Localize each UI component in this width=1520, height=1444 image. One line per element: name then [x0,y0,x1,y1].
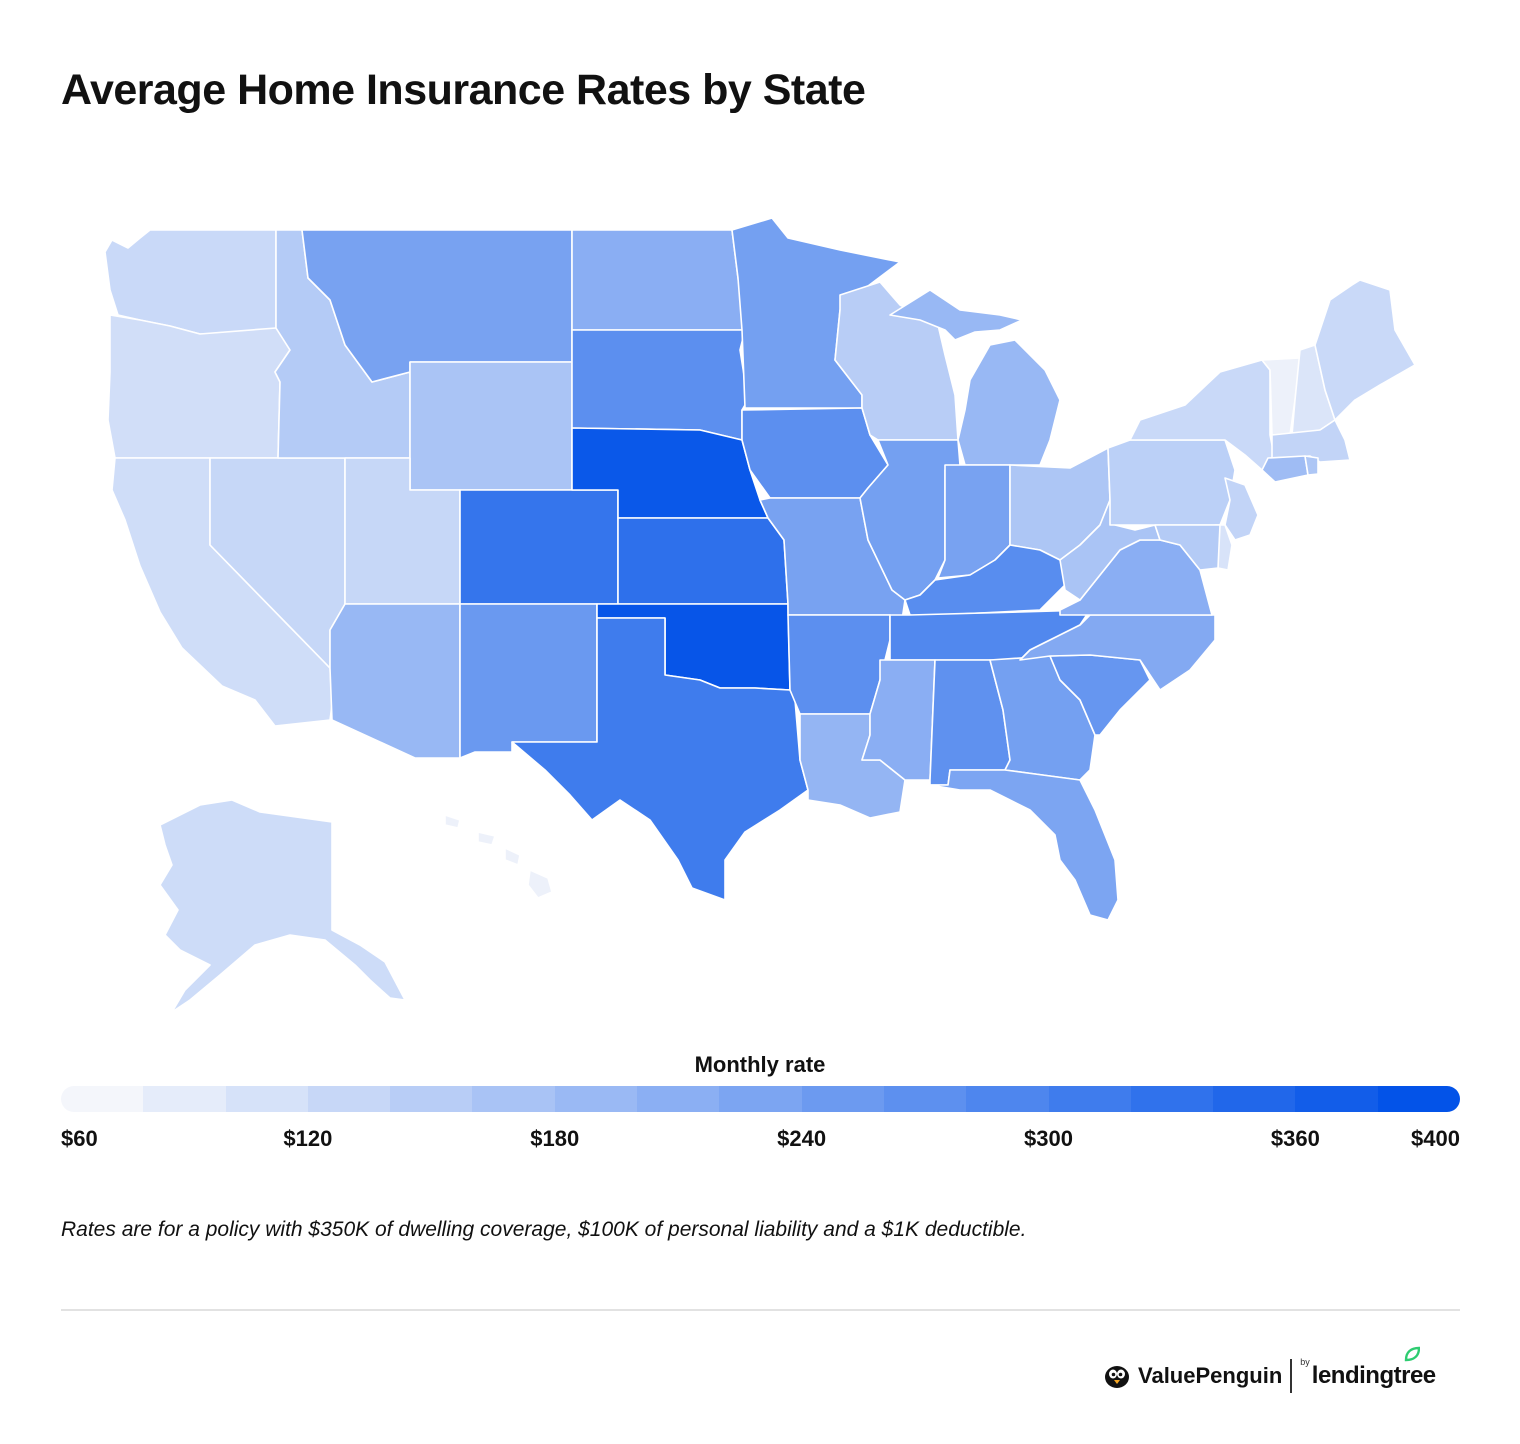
legend-step [637,1086,720,1112]
legend-step [966,1086,1049,1112]
legend-tick-label: $120 [283,1126,333,1151]
legend-step [801,1086,884,1112]
legend-tick-label: $360 [1270,1126,1320,1151]
state-ct [1261,455,1309,483]
legend-step [143,1086,226,1112]
legend-tick-label: $60 [61,1126,98,1151]
footnote: Rates are for a policy with $350K of dwe… [61,1218,1027,1241]
legend-step [390,1086,473,1112]
legend-color-scale [61,1086,1460,1112]
state-ak [159,799,406,1013]
legend-step [1295,1086,1378,1112]
state-tx [511,617,809,901]
legend-step [307,1086,391,1112]
state-or [107,314,291,459]
legend-tick-label: $400 [1411,1126,1460,1151]
state-nd [571,229,746,331]
state-mi [889,289,1061,466]
legend-ticks: $60 $120 $180 $240 $300 $360 $400 [61,1126,1460,1156]
partner-label: lendingtree [1311,1362,1436,1389]
state-pa [1107,439,1236,526]
state-hi [444,814,553,899]
brand-name: ValuePenguin [1138,1363,1283,1388]
state-ri [1304,455,1319,476]
page-title: Average Home Insurance Rates by State [61,66,866,114]
legend-step [61,1086,144,1112]
state-ny [1129,359,1276,471]
legend-step [1130,1086,1214,1112]
legend-title: Monthly rate [694,1052,826,1077]
leaf-icon [1404,1346,1420,1362]
state-ks [617,517,789,605]
state-md [1154,524,1221,571]
legend-step [1213,1086,1296,1112]
us-choropleth-map [104,217,1416,1013]
divider [61,1309,1460,1311]
state-sd [571,329,749,441]
state-az [329,603,461,759]
state-fl [929,769,1119,921]
legend-step [1377,1086,1460,1112]
state-me [1314,279,1416,421]
penguin-icon [1105,1366,1129,1388]
partner-name: lendingtree [1311,1346,1436,1390]
legend-tick-label: $180 [530,1126,580,1151]
state-nj [1224,477,1259,541]
state-co [459,489,619,605]
brand-separator [1290,1359,1293,1393]
legend-step [883,1086,967,1112]
legend-step [719,1086,802,1112]
state-nc [1019,614,1216,691]
legend-step [225,1086,308,1112]
legend-tick-label: $240 [777,1126,827,1151]
brand-by: by [1300,1357,1310,1367]
legend-step [554,1086,638,1112]
state-nm [459,603,598,759]
state-wy [409,361,573,491]
legend-step [472,1086,555,1112]
legend-step [1048,1086,1131,1112]
brand-logo: ValuePenguin by lendingtree [1104,1346,1436,1396]
legend-tick-label: $300 [1024,1126,1073,1151]
